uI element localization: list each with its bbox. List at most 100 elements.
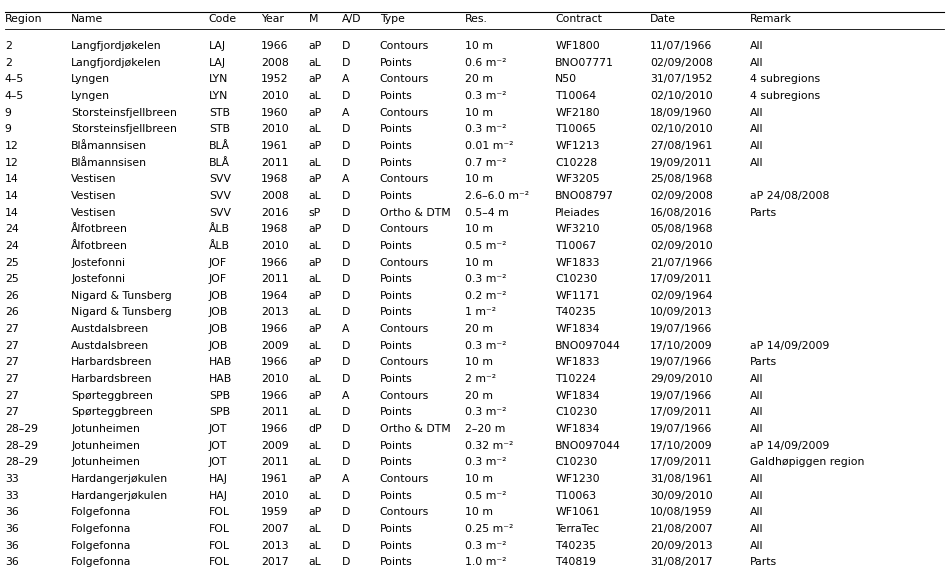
Text: 16/08/2016: 16/08/2016 (650, 208, 713, 217)
Text: 11/07/1966: 11/07/1966 (650, 41, 713, 51)
Text: 0.3 m⁻²: 0.3 m⁻² (465, 457, 507, 468)
Text: Langfjordjøkelen: Langfjordjøkelen (71, 58, 161, 68)
Text: 2009: 2009 (261, 440, 288, 451)
Text: 2011: 2011 (261, 158, 288, 168)
Text: C10230: C10230 (555, 274, 598, 284)
Text: Lyngen: Lyngen (71, 91, 110, 101)
Text: C10230: C10230 (555, 457, 598, 468)
Text: 33: 33 (5, 491, 18, 501)
Text: Points: Points (380, 524, 413, 534)
Text: 2–20 m: 2–20 m (465, 424, 506, 434)
Text: Nigard & Tunsberg: Nigard & Tunsberg (71, 291, 172, 301)
Text: 2008: 2008 (261, 191, 288, 201)
Text: Vestisen: Vestisen (71, 191, 117, 201)
Text: 1966: 1966 (261, 391, 288, 401)
Text: Folgefonna: Folgefonna (71, 540, 132, 551)
Text: D: D (342, 341, 350, 351)
Text: C10230: C10230 (555, 407, 598, 417)
Text: 19/07/1966: 19/07/1966 (650, 424, 713, 434)
Text: 0.3 m⁻²: 0.3 m⁻² (465, 407, 507, 417)
Text: aP 14/09/2009: aP 14/09/2009 (750, 440, 829, 451)
Text: Contours: Contours (380, 108, 429, 118)
Text: 25: 25 (5, 258, 18, 268)
Text: 27: 27 (5, 341, 18, 351)
Text: HAB: HAB (209, 374, 232, 384)
Text: 2010: 2010 (261, 124, 288, 134)
Text: aL: aL (308, 191, 321, 201)
Text: aP: aP (308, 141, 322, 151)
Text: 0.5–4 m: 0.5–4 m (465, 208, 509, 217)
Text: aL: aL (308, 540, 321, 551)
Text: Folgefonna: Folgefonna (71, 507, 132, 517)
Text: Spørteggbreen: Spørteggbreen (71, 391, 153, 401)
Text: 10 m: 10 m (465, 41, 493, 51)
Text: JOF: JOF (209, 274, 227, 284)
Text: BNO097044: BNO097044 (555, 440, 621, 451)
Text: 25/08/1968: 25/08/1968 (650, 175, 713, 184)
Text: 28–29: 28–29 (5, 440, 38, 451)
Text: 1968: 1968 (261, 175, 288, 184)
Text: aP: aP (308, 108, 322, 118)
Text: 31/08/2017: 31/08/2017 (650, 557, 713, 567)
Text: Points: Points (380, 491, 413, 501)
Text: 20 m: 20 m (465, 75, 493, 84)
Text: STB: STB (209, 108, 230, 118)
Text: A: A (342, 175, 349, 184)
Text: D: D (342, 407, 350, 417)
Text: D: D (342, 141, 350, 151)
Text: All: All (750, 374, 763, 384)
Text: Points: Points (380, 191, 413, 201)
Text: JOF: JOF (209, 258, 227, 268)
Text: 0.7 m⁻²: 0.7 m⁻² (465, 158, 507, 168)
Text: 17/10/2009: 17/10/2009 (650, 440, 713, 451)
Text: 0.3 m⁻²: 0.3 m⁻² (465, 540, 507, 551)
Text: Storsteinsfjellbreen: Storsteinsfjellbreen (71, 124, 177, 134)
Text: D: D (342, 491, 350, 501)
Text: LYN: LYN (209, 75, 228, 84)
Text: 27/08/1961: 27/08/1961 (650, 141, 713, 151)
Text: LAJ: LAJ (209, 41, 226, 51)
Text: 30/09/2010: 30/09/2010 (650, 491, 713, 501)
Text: Contours: Contours (380, 324, 429, 334)
Text: aL: aL (308, 274, 321, 284)
Text: 0.3 m⁻²: 0.3 m⁻² (465, 341, 507, 351)
Text: Points: Points (380, 557, 413, 567)
Text: 0.01 m⁻²: 0.01 m⁻² (465, 141, 513, 151)
Text: 1961: 1961 (261, 141, 288, 151)
Text: Langfjordjøkelen: Langfjordjøkelen (71, 41, 161, 51)
Text: 0.5 m⁻²: 0.5 m⁻² (465, 491, 507, 501)
Text: 9: 9 (5, 108, 11, 118)
Text: Parts: Parts (750, 557, 777, 567)
Text: 25: 25 (5, 274, 18, 284)
Text: ÅLB: ÅLB (209, 241, 230, 251)
Text: Code: Code (209, 14, 237, 24)
Text: All: All (750, 141, 763, 151)
Text: 2011: 2011 (261, 457, 288, 468)
Text: 1 m⁻²: 1 m⁻² (465, 307, 496, 317)
Text: Jotunheimen: Jotunheimen (71, 457, 140, 468)
Text: 0.25 m⁻²: 0.25 m⁻² (465, 524, 513, 534)
Text: Blåmannsisen: Blåmannsisen (71, 158, 147, 168)
Text: 29/09/2010: 29/09/2010 (650, 374, 713, 384)
Text: A: A (342, 108, 349, 118)
Text: T40235: T40235 (555, 307, 596, 317)
Text: aL: aL (308, 440, 321, 451)
Text: Points: Points (380, 58, 413, 68)
Text: All: All (750, 540, 763, 551)
Text: Jotunheimen: Jotunheimen (71, 440, 140, 451)
Text: WF1834: WF1834 (555, 424, 600, 434)
Text: 02/10/2010: 02/10/2010 (650, 124, 713, 134)
Text: Contract: Contract (555, 14, 602, 24)
Text: aP: aP (308, 258, 322, 268)
Text: 2.6–6.0 m⁻²: 2.6–6.0 m⁻² (465, 191, 530, 201)
Text: Points: Points (380, 407, 413, 417)
Text: 21/08/2007: 21/08/2007 (650, 524, 713, 534)
Text: 2011: 2011 (261, 407, 288, 417)
Text: dP: dP (308, 424, 322, 434)
Text: 1959: 1959 (261, 507, 288, 517)
Text: 1966: 1966 (261, 424, 288, 434)
Text: 2016: 2016 (261, 208, 288, 217)
Text: 2: 2 (5, 58, 11, 68)
Text: 4–5: 4–5 (5, 91, 24, 101)
Text: D: D (342, 540, 350, 551)
